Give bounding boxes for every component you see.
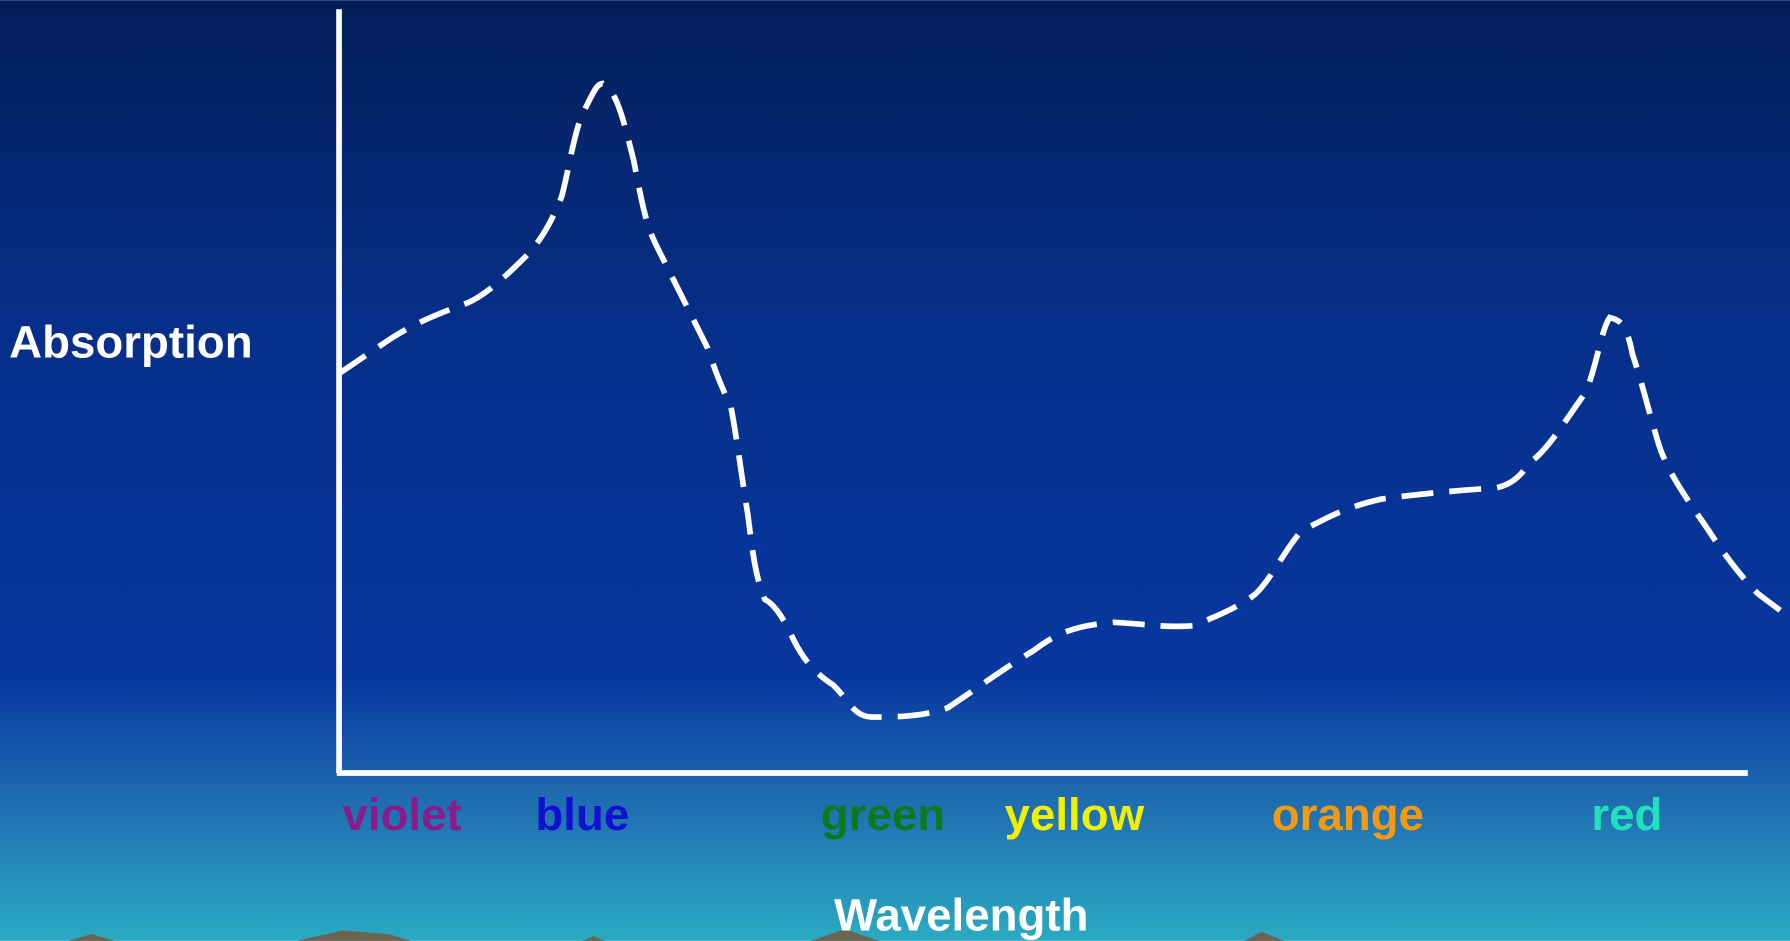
x-axis-label: Wavelength [834,890,1089,941]
hills [68,929,1285,941]
color-label: violet [342,789,461,840]
hill [810,929,880,941]
hill [582,936,606,941]
color-label: red [1591,789,1662,840]
color-label: green [821,789,945,840]
absorption-curve [337,80,1783,720]
color-label: blue [535,789,629,840]
color-labels: violet blue green yellow orange red [342,789,1662,840]
hill [68,933,115,941]
hill [296,930,411,941]
hill [1244,931,1285,941]
y-axis-label: Absorption [9,316,252,367]
color-label: yellow [1005,789,1145,840]
color-label: orange [1272,789,1424,840]
